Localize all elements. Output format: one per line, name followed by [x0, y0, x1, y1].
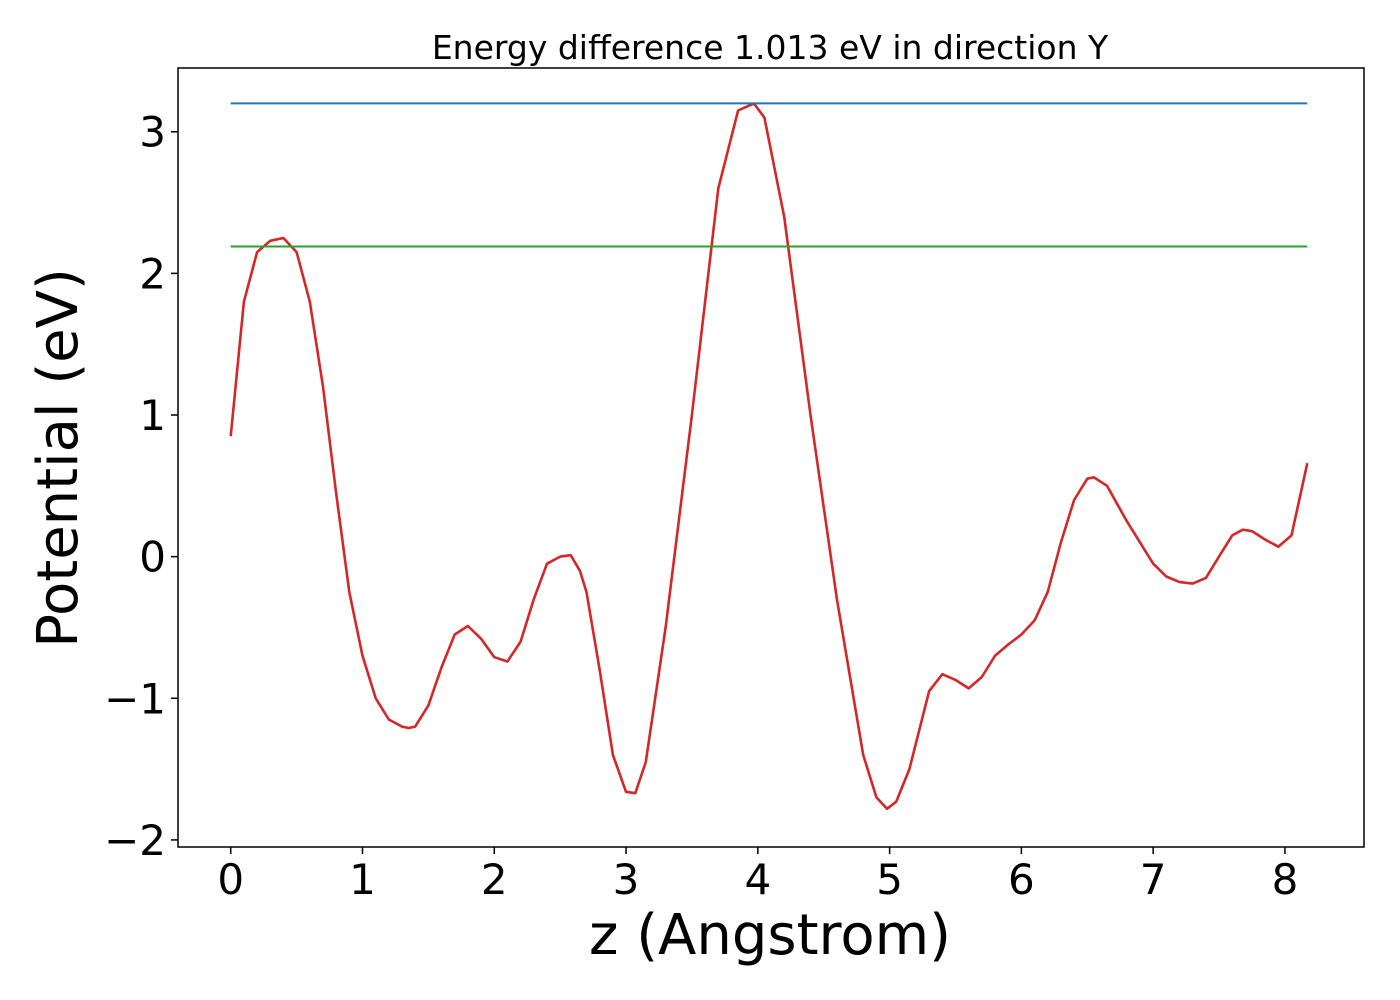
series-line-0 [229, 102, 1309, 811]
y-tick-label: 1 [139, 391, 166, 440]
y-tick-label: 3 [139, 108, 166, 157]
series-layer [229, 102, 1309, 811]
x-axis-label: z (Angstrom) [589, 903, 951, 968]
x-tick-label: 4 [744, 855, 771, 904]
plot-frame [177, 67, 1365, 848]
y-axis-ticks: −2 −1 0 1 2 3 [104, 108, 178, 865]
x-tick-label: 0 [217, 855, 244, 904]
y-tick-label: −2 [104, 816, 166, 865]
y-tick-label: 2 [139, 249, 166, 298]
y-axis-label: Potential (eV) [26, 268, 91, 648]
y-tick-label: 0 [139, 533, 166, 582]
x-tick-label: 2 [481, 855, 508, 904]
x-tick-label: 7 [1140, 855, 1167, 904]
x-tick-label: 6 [1008, 855, 1035, 904]
x-tick-label: 8 [1272, 855, 1299, 904]
y-tick-label: −1 [104, 674, 166, 723]
x-axis-ticks: 0 1 2 3 4 5 6 7 8 [217, 847, 1298, 904]
chart-title: Energy difference 1.013 eV in direction … [432, 28, 1109, 67]
x-tick-label: 5 [876, 855, 903, 904]
x-tick-label: 1 [349, 855, 376, 904]
x-tick-label: 3 [613, 855, 640, 904]
